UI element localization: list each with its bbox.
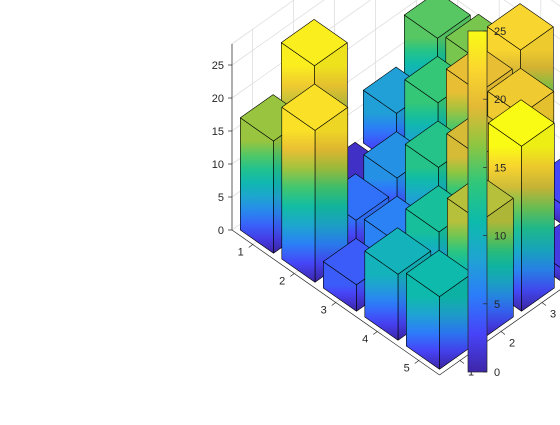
row-tick-mark [415, 361, 419, 364]
colorbar-gradient [468, 31, 487, 372]
z-tick-label: 5 [218, 192, 224, 204]
bar-front-face [522, 123, 555, 311]
col-tick-label: 3 [550, 309, 556, 321]
z-tick-label: 20 [212, 93, 224, 105]
colorbar-tick-label: 25 [494, 26, 506, 38]
z-tick-label: 10 [212, 159, 224, 171]
row-tick-label: 2 [279, 276, 285, 288]
z-tick-label: 0 [218, 225, 224, 237]
row-tick-mark [290, 274, 294, 277]
colorbar-tick-label: 20 [494, 94, 506, 106]
bar [406, 250, 472, 369]
bars [240, 0, 560, 369]
row-tick-label: 1 [238, 247, 244, 259]
colorbar-tick-label: 0 [494, 367, 500, 379]
col-tick-mark [542, 303, 546, 306]
row-tick-mark [373, 332, 377, 335]
colorbar-tick-label: 5 [494, 299, 500, 311]
row-tick-label: 4 [362, 334, 368, 346]
col-tick-mark [460, 361, 464, 364]
row-tick-mark [249, 245, 253, 248]
bar-side-face [282, 107, 315, 282]
bar-side-face [240, 118, 273, 253]
row-tick-label: 3 [321, 305, 327, 317]
z-tick-label: 15 [212, 126, 224, 138]
row-tick-mark [332, 303, 336, 306]
z-tick-label: 25 [212, 60, 224, 72]
colorbar-tick-label: 10 [494, 231, 506, 243]
row-tick-label: 5 [404, 363, 410, 375]
col-tick-label: 2 [509, 338, 515, 350]
col-tick-mark [501, 332, 505, 335]
colorbar-tick-label: 15 [494, 162, 506, 174]
